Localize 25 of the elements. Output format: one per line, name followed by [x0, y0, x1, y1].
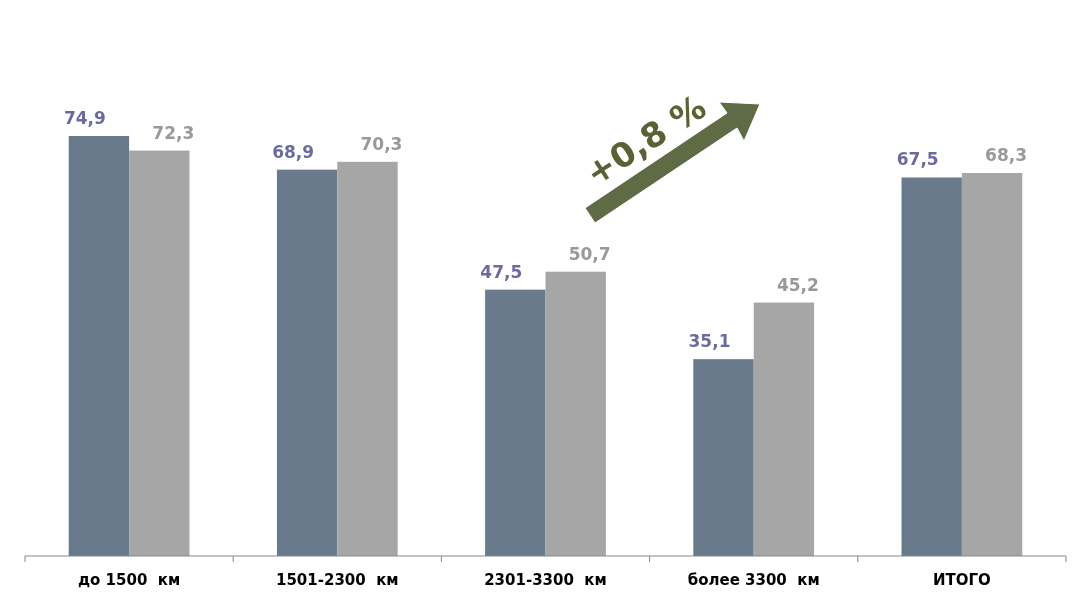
data-label: 68,3 — [985, 145, 1028, 166]
bar — [68, 136, 130, 556]
bar — [276, 169, 338, 556]
data-label: 35,1 — [688, 331, 731, 352]
x-tick-label: 2301-3300 км — [484, 571, 607, 589]
data-label: 70,3 — [360, 133, 403, 154]
data-label: 67,5 — [896, 149, 939, 170]
bar — [129, 150, 190, 556]
bar — [545, 271, 606, 556]
bar — [693, 359, 754, 556]
bar — [753, 302, 815, 556]
x-tick-label: 1501-2300 км — [276, 571, 399, 589]
data-label: 50,7 — [568, 243, 611, 264]
data-label: 68,9 — [272, 141, 315, 162]
bar — [901, 177, 962, 556]
data-label: 74,9 — [63, 108, 106, 128]
x-tick-label: ИТОГО — [932, 571, 991, 589]
data-label: 45,2 — [776, 274, 819, 295]
x-tick-label: до 1500 км — [77, 571, 181, 589]
data-label: 72,3 — [152, 122, 195, 143]
x-tick-label: более 3300 км — [687, 571, 820, 589]
bar — [961, 173, 1023, 556]
bar — [485, 289, 546, 556]
bar — [337, 161, 398, 556]
data-label: 47,5 — [480, 261, 523, 282]
